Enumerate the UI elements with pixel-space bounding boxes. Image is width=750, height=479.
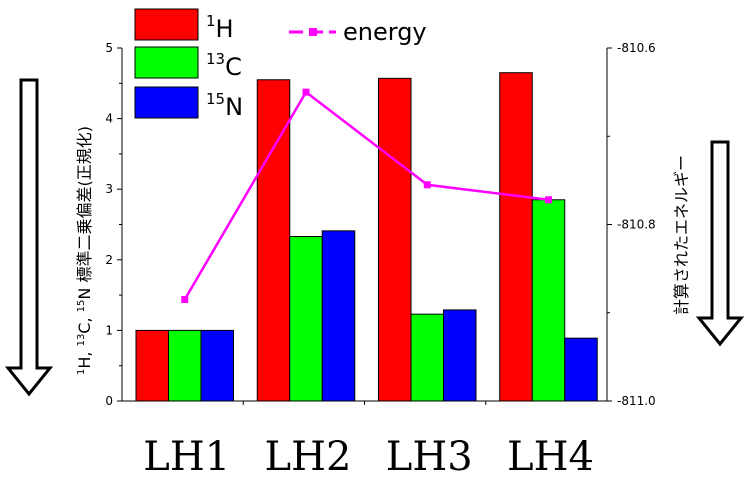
legend-swatch-c [134,46,199,79]
y-tick-label: 5 [105,41,113,55]
bar-c-lh3 [410,313,444,402]
legend-swatch-h [134,8,199,41]
y-tick-label: 1 [105,323,113,337]
energy-point-lh1 [181,296,189,304]
y2-axis-label: 計算されたエネルギー [672,155,691,315]
energy-point-lh3 [423,181,431,189]
y-tick-label: 3 [105,182,113,196]
legend-label-h: 1H [206,12,234,43]
y-axis-label: 1H, 13C, 15N 標準二乗偏差(正規化) [75,126,94,375]
y2-tick-label: -810.8 [617,218,656,232]
x-tick-label-lh3: LH3 [386,434,473,479]
legend-label-n: 15N [206,90,243,121]
bar-c-lh1 [168,329,202,402]
bar-c-lh2 [289,236,323,402]
legend-swatch-n [134,86,199,119]
bar-n-lh3 [443,309,477,402]
y-tick-label: 0 [105,394,113,408]
legend-marker-energy [309,28,317,36]
left-down-arrow-icon [4,78,54,397]
energy-line [183,90,549,301]
legend-label-c: 13C [206,50,242,81]
bar-c-lh4 [531,199,566,402]
bar-h-lh4 [499,72,533,402]
bar-h-lh2 [256,79,291,402]
legend-label-energy: energy [343,18,427,46]
bar-h-lh1 [135,329,169,402]
energy-point-lh2 [302,88,310,96]
y-tick-label: 2 [105,253,113,267]
right-down-arrow-icon [695,140,745,347]
axes-layer: 0 1 2 3 4 5 -811.0 -810.8 -810.6 LH1 LH2 LH3 LH4 [105,41,655,479]
energy-point-lh4 [545,196,552,204]
x-tick-label-lh2: LH2 [265,434,352,479]
energy-line-layer [181,88,552,304]
y2-tick-label: -810.6 [617,41,656,55]
bars-layer [135,72,598,402]
bar-n-lh1 [200,329,234,402]
x-tick-label-lh1: LH1 [143,434,230,479]
x-tick-label-lh4: LH4 [507,434,594,479]
y-tick-label: 4 [105,112,113,126]
bar-n-lh2 [321,230,356,402]
bar-n-lh4 [564,337,598,402]
legend: 1H 13C 15N energy [134,8,427,121]
bar-h-lh3 [378,77,412,402]
y2-tick-label: -811.0 [617,394,656,408]
